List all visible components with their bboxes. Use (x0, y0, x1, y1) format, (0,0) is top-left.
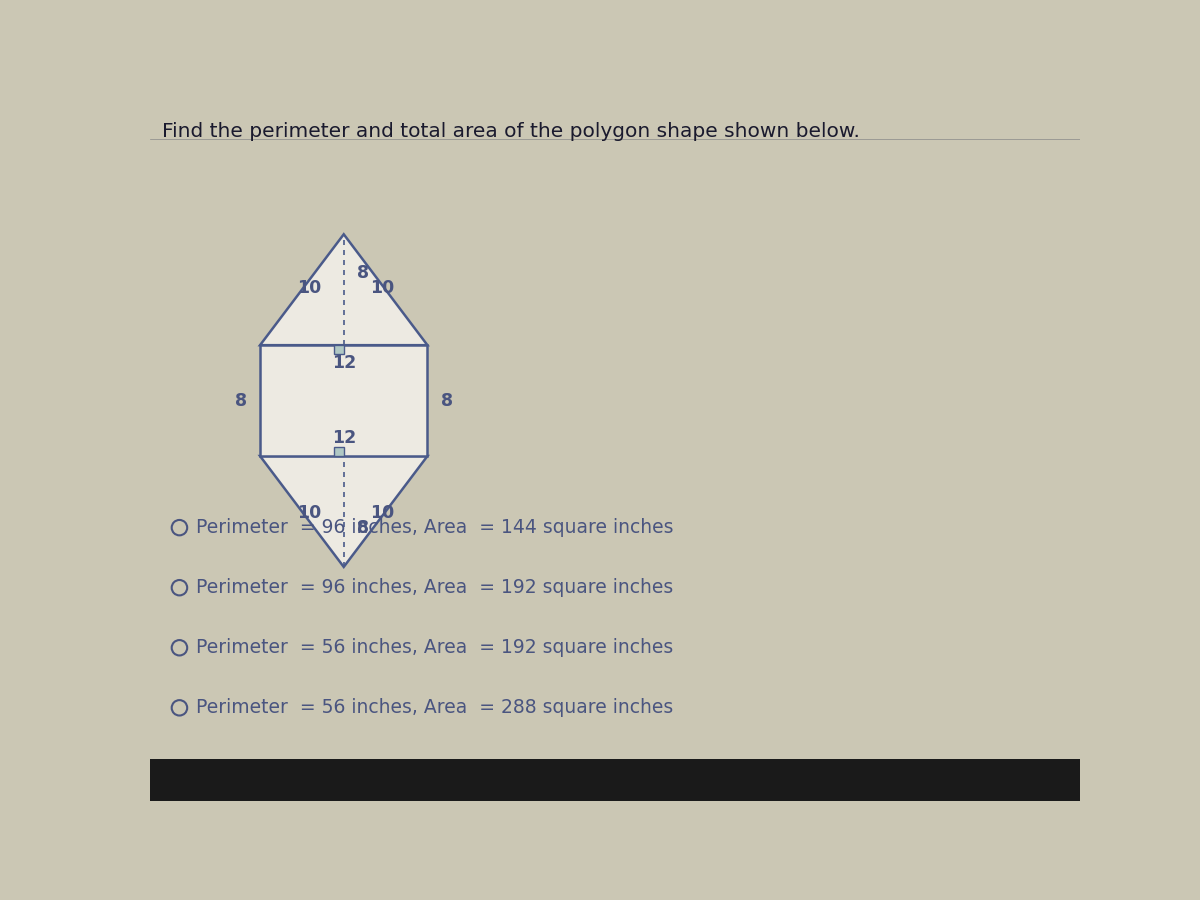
Text: 8: 8 (235, 392, 247, 410)
Text: 10: 10 (296, 504, 322, 522)
Text: 10: 10 (296, 279, 322, 297)
Text: 8: 8 (356, 264, 370, 282)
Text: 10: 10 (371, 504, 395, 522)
Polygon shape (260, 456, 427, 567)
Text: 10: 10 (371, 279, 395, 297)
Bar (260, 346, 427, 456)
Bar (150, 759, 1080, 801)
Text: Perimeter  = 96 inches, Area  = 192 square inches: Perimeter = 96 inches, Area = 192 square… (197, 578, 673, 598)
Text: 12: 12 (331, 355, 356, 373)
Text: 12: 12 (331, 428, 356, 446)
Bar (335, 446, 343, 456)
Text: Perimeter  = 56 inches, Area  = 288 square inches: Perimeter = 56 inches, Area = 288 square… (197, 698, 673, 717)
Text: 8: 8 (440, 392, 452, 410)
Text: Perimeter  = 96 inches, Area  = 144 square inches: Perimeter = 96 inches, Area = 144 square… (197, 518, 674, 537)
Text: Find the perimeter and total area of the polygon shape shown below.: Find the perimeter and total area of the… (162, 122, 859, 141)
Text: Perimeter  = 56 inches, Area  = 192 square inches: Perimeter = 56 inches, Area = 192 square… (197, 638, 673, 657)
Text: 8: 8 (356, 519, 370, 537)
Bar (335, 346, 343, 355)
Polygon shape (260, 234, 427, 346)
